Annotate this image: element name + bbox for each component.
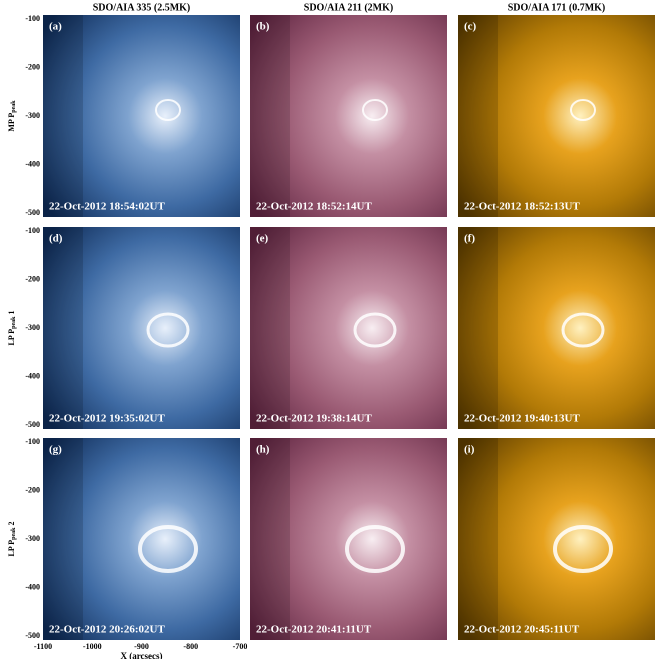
limb-shade bbox=[43, 15, 83, 217]
limb-shade bbox=[250, 227, 290, 429]
row-label-suffix: 2 bbox=[7, 521, 16, 527]
y-tick-label: -300 bbox=[25, 111, 40, 120]
panel-label: (c) bbox=[464, 21, 477, 33]
panel-time: 22-Oct-2012 20:45:11UT bbox=[464, 624, 580, 636]
y-tick-label: -400 bbox=[25, 582, 40, 591]
row-label-main: LP P bbox=[7, 329, 16, 346]
row-label: LP Ppeak 1 bbox=[7, 310, 18, 345]
limb-shade bbox=[43, 227, 83, 429]
column-title: SDO/AIA 335 (2.5MK) bbox=[93, 2, 191, 13]
row-label-sub: peak bbox=[11, 100, 17, 113]
y-tick-label: -100 bbox=[25, 226, 40, 235]
x-tick-label: -700 bbox=[233, 642, 248, 651]
x-tick-label: -800 bbox=[183, 642, 198, 651]
row-label: LP Ppeak 2 bbox=[7, 521, 18, 556]
panel-label: (d) bbox=[49, 233, 63, 245]
limb-shade bbox=[458, 227, 498, 429]
bright-loop bbox=[345, 525, 405, 573]
panel-label: (a) bbox=[49, 21, 62, 33]
limb-shade bbox=[458, 15, 498, 217]
y-tick-label: -200 bbox=[25, 62, 40, 71]
y-tick-label: -400 bbox=[25, 159, 40, 168]
solar-image bbox=[43, 227, 240, 429]
panel-time: 22-Oct-2012 18:52:14UT bbox=[256, 201, 372, 213]
panel-time: 22-Oct-2012 19:40:13UT bbox=[464, 413, 580, 425]
limb-shade bbox=[43, 438, 83, 640]
y-tick-label: -500 bbox=[25, 420, 40, 429]
column-title: SDO/AIA 211 (2MK) bbox=[304, 2, 393, 13]
bright-loop bbox=[138, 525, 198, 573]
bright-loop bbox=[561, 312, 605, 348]
row-label-sub: peak bbox=[11, 527, 17, 540]
y-tick-label: -100 bbox=[25, 437, 40, 446]
panel-label: (g) bbox=[49, 444, 62, 456]
panel-label: (f) bbox=[464, 233, 475, 245]
x-tick-label: -900 bbox=[134, 642, 149, 651]
row-label-main: MP P bbox=[7, 113, 16, 132]
panel-label: (b) bbox=[256, 21, 270, 33]
solar-image bbox=[458, 227, 655, 429]
y-tick-label: -300 bbox=[25, 534, 40, 543]
limb-shade bbox=[250, 15, 290, 217]
y-tick-label: -100 bbox=[25, 14, 40, 23]
bright-loop bbox=[353, 312, 397, 348]
solar-image bbox=[250, 15, 447, 217]
panel-label: (i) bbox=[464, 444, 475, 456]
panel-time: 22-Oct-2012 18:54:02UT bbox=[49, 201, 165, 213]
limb-shade bbox=[458, 438, 498, 640]
bright-loop bbox=[146, 312, 190, 348]
panel-time: 22-Oct-2012 20:41:11UT bbox=[256, 624, 372, 636]
row-label-sub: peak bbox=[11, 316, 17, 329]
panel-label: (h) bbox=[256, 444, 270, 456]
y-tick-label: -200 bbox=[25, 274, 40, 283]
panel-time: 22-Oct-2012 20:26:02UT bbox=[49, 624, 165, 636]
solar-image bbox=[43, 15, 240, 217]
y-tick-label: -500 bbox=[25, 208, 40, 217]
solar-image bbox=[458, 15, 655, 217]
row-label-main: LP P bbox=[7, 540, 16, 557]
column-title: SDO/AIA 171 (0.7MK) bbox=[508, 2, 606, 13]
x-tick-label: -1000 bbox=[83, 642, 102, 651]
solar-image bbox=[250, 227, 447, 429]
panel-time: 22-Oct-2012 18:52:13UT bbox=[464, 201, 580, 213]
panel-time: 22-Oct-2012 19:35:02UT bbox=[49, 413, 165, 425]
x-tick-label: -1100 bbox=[34, 642, 52, 651]
y-tick-label: -500 bbox=[25, 631, 40, 640]
bright-loop bbox=[362, 99, 388, 121]
bright-loop bbox=[570, 99, 596, 121]
row-label: MP Ppeak bbox=[7, 100, 18, 132]
panel-time: 22-Oct-2012 19:38:14UT bbox=[256, 413, 372, 425]
bright-loop bbox=[155, 99, 181, 121]
bright-loop bbox=[553, 525, 613, 573]
y-tick-label: -200 bbox=[25, 485, 40, 494]
y-tick-label: -300 bbox=[25, 323, 40, 332]
panel-label: (e) bbox=[256, 233, 269, 245]
y-tick-label: -400 bbox=[25, 371, 40, 380]
limb-shade bbox=[250, 438, 290, 640]
x-axis-label: X (arcsecs) bbox=[120, 651, 162, 659]
row-label-suffix: 1 bbox=[7, 310, 16, 316]
